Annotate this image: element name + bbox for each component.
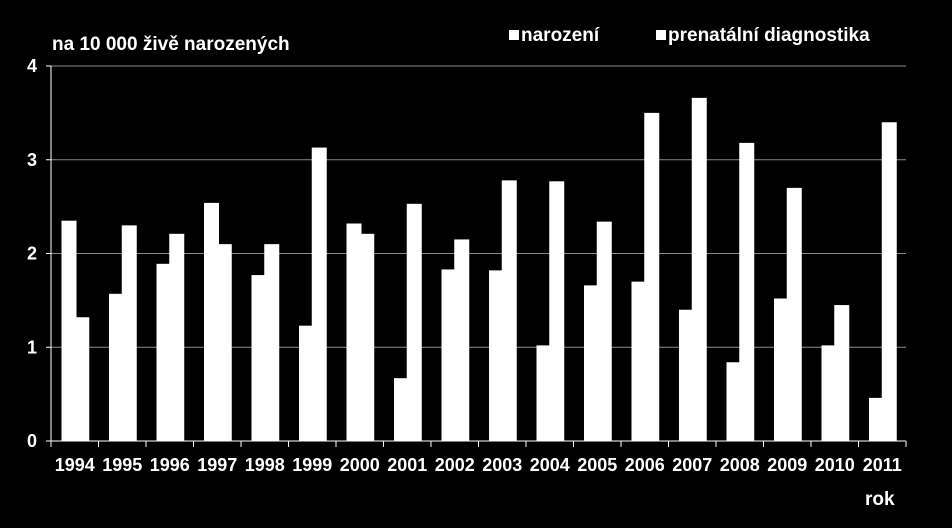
bar-prenatalni-diagnostika-2010 [834,305,850,441]
bar-narozeni-2003 [489,270,504,441]
bar-prenatalni-diagnostika-1995 [121,225,137,441]
bar-prenatalni-diagnostika-1994 [74,317,90,441]
bar-prenatalni-diagnostika-2000 [359,233,375,441]
bar-narozeni-1999 [299,325,314,441]
bar-prenatalni-diagnostika-1996 [169,233,185,441]
bar-narozeni-2002 [441,269,457,441]
bar-prenatalni-diagnostika-2001 [406,203,422,441]
x-tick-label: 2008 [720,455,760,475]
x-tick-label: 2003 [482,455,522,475]
y-tick-labels: 0 1 2 3 4 [27,56,37,451]
x-tick-label: 2009 [767,455,807,475]
bar-narozeni-1996 [156,263,172,441]
bar-narozeni-2007 [679,309,694,441]
x-tick-label: 2002 [435,455,475,475]
y-tick-label: 1 [27,337,37,357]
bar-prenatalni-diagnostika-1999 [311,147,327,441]
x-tick-label: 2005 [577,455,617,475]
y-axis-title: na 10 000 živě narozených [52,34,290,55]
bar-prenatalni-diagnostika-1998 [264,244,280,441]
x-tick-label: 2006 [625,455,665,475]
bar-prenatalni-diagnostika-2002 [454,239,470,441]
x-tick-label: 1996 [150,455,190,475]
bar-narozeni-2001 [394,378,409,441]
x-tick-labels: 1994 1995 1996 1997 1998 1999 2000 2001 2002 2003… [55,455,902,475]
bar-narozeni-2006 [631,281,647,441]
bar-prenatalni-diagnostika-2004 [549,181,565,441]
legend-label-narozeni: narození [521,25,600,46]
bar-prenatalni-diagnostika-2011 [881,122,897,441]
x-tick-label: 1999 [292,455,332,475]
x-tick-label: 1998 [245,455,285,475]
legend-swatch-narozeni [509,30,519,40]
bar-narozeni-2000 [346,223,362,441]
bar-narozeni-1995 [109,293,124,441]
bar-narozeni-1994 [61,220,77,441]
y-tick-label: 4 [27,56,37,76]
bar-narozeni-2010 [821,345,837,441]
x-tick-label: 2001 [387,455,427,475]
bar-prenatalni-diagnostika-2006 [644,112,660,441]
x-tick-label: 2000 [340,455,380,475]
bar-prenatalni-diagnostika-2005 [596,221,612,441]
bar-narozeni-2005 [584,285,599,441]
y-tick-label: 0 [27,431,37,451]
bar-prenatalni-diagnostika-2007 [691,97,707,441]
bar-narozeni-2009 [774,298,789,441]
bar-narozeni-1998 [251,275,267,441]
legend: narození prenatální diagnostika [509,25,870,46]
x-tick-label: 1997 [197,455,237,475]
x-tick-label: 2004 [530,455,570,475]
legend-swatch-prenatalni-diagnostika [656,30,666,40]
x-tick-label: 2007 [672,455,712,475]
x-tick-label: 1994 [55,455,95,475]
axes [50,66,907,447]
y-tick-label: 2 [27,244,37,264]
bar-prenatalni-diagnostika-1997 [216,244,232,441]
legend-label-prenatalni-diagnostika: prenatální diagnostika [668,25,870,46]
y-tick-label: 3 [27,150,37,170]
bar-prenatalni-diagnostika-2003 [501,180,517,441]
bar-prenatalni-diagnostika-2008 [739,142,755,441]
bar-narozeni-1997 [204,202,219,441]
bars [61,97,897,441]
bar-narozeni-2008 [726,362,742,441]
bar-narozeni-2011 [869,397,884,441]
bar-narozeni-2004 [536,345,552,441]
x-tick-label: 2010 [815,455,855,475]
bar-prenatalni-diagnostika-2009 [786,187,802,441]
x-tick-label: 1995 [102,455,142,475]
gridlines [46,65,906,442]
x-tick-label: 2011 [863,455,902,475]
x-axis-title: rok [865,489,895,510]
